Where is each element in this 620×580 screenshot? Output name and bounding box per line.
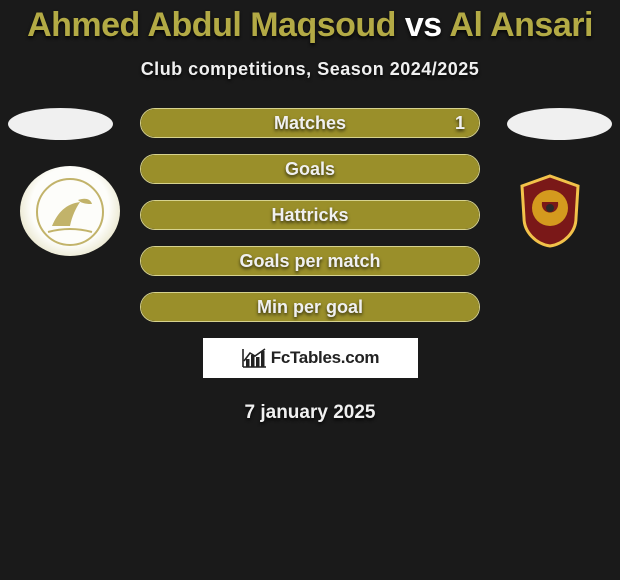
watermark: FcTables.com	[203, 338, 418, 378]
page-title: Ahmed Abdul Maqsoud vs Al Ansari	[0, 0, 620, 45]
comparison-content: Matches1 Goals Hattricks Goals per match Min…	[0, 108, 620, 424]
watermark-text: FcTables.com	[271, 348, 380, 368]
subtitle: Club competitions, Season 2024/2025	[0, 59, 620, 80]
title-vs: vs	[396, 6, 449, 44]
title-player2: Al Ansari	[449, 6, 593, 44]
title-player1: Ahmed Abdul Maqsoud	[27, 6, 396, 44]
stat-row: Min per goal	[140, 292, 480, 322]
stat-label: Hattricks	[141, 201, 479, 229]
player2-club-badge	[500, 166, 600, 256]
player2-ellipse	[507, 108, 612, 140]
stat-row: Goals per match	[140, 246, 480, 276]
player1-ellipse	[8, 108, 113, 140]
date: 7 january 2025	[0, 402, 620, 424]
stat-label: Goals	[141, 155, 479, 183]
stat-label: Matches	[141, 109, 479, 137]
stat-row: Matches1	[140, 108, 480, 138]
chart-icon	[241, 347, 267, 369]
stat-value-right: 1	[455, 109, 465, 137]
stat-label: Goals per match	[141, 247, 479, 275]
stat-rows: Matches1 Goals Hattricks Goals per match Min…	[140, 108, 480, 322]
stat-row: Hattricks	[140, 200, 480, 230]
stat-row: Goals	[140, 154, 480, 184]
player1-club-badge	[20, 166, 120, 256]
stat-label: Min per goal	[141, 293, 479, 321]
